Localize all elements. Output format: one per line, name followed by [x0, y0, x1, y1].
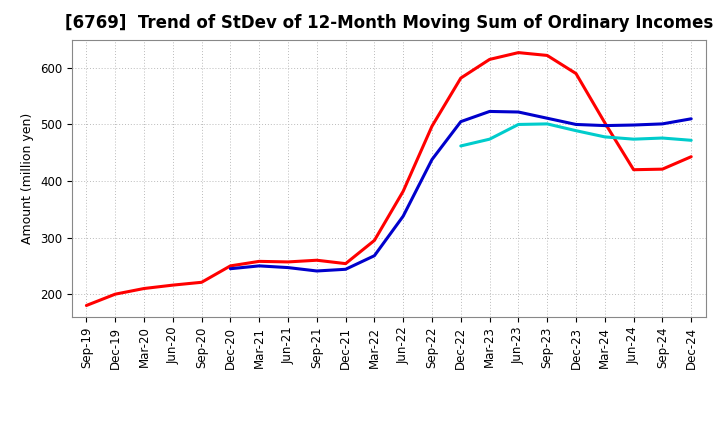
Y-axis label: Amount (million yen): Amount (million yen): [22, 113, 35, 244]
Title: [6769]  Trend of StDev of 12-Month Moving Sum of Ordinary Incomes: [6769] Trend of StDev of 12-Month Moving…: [65, 15, 713, 33]
